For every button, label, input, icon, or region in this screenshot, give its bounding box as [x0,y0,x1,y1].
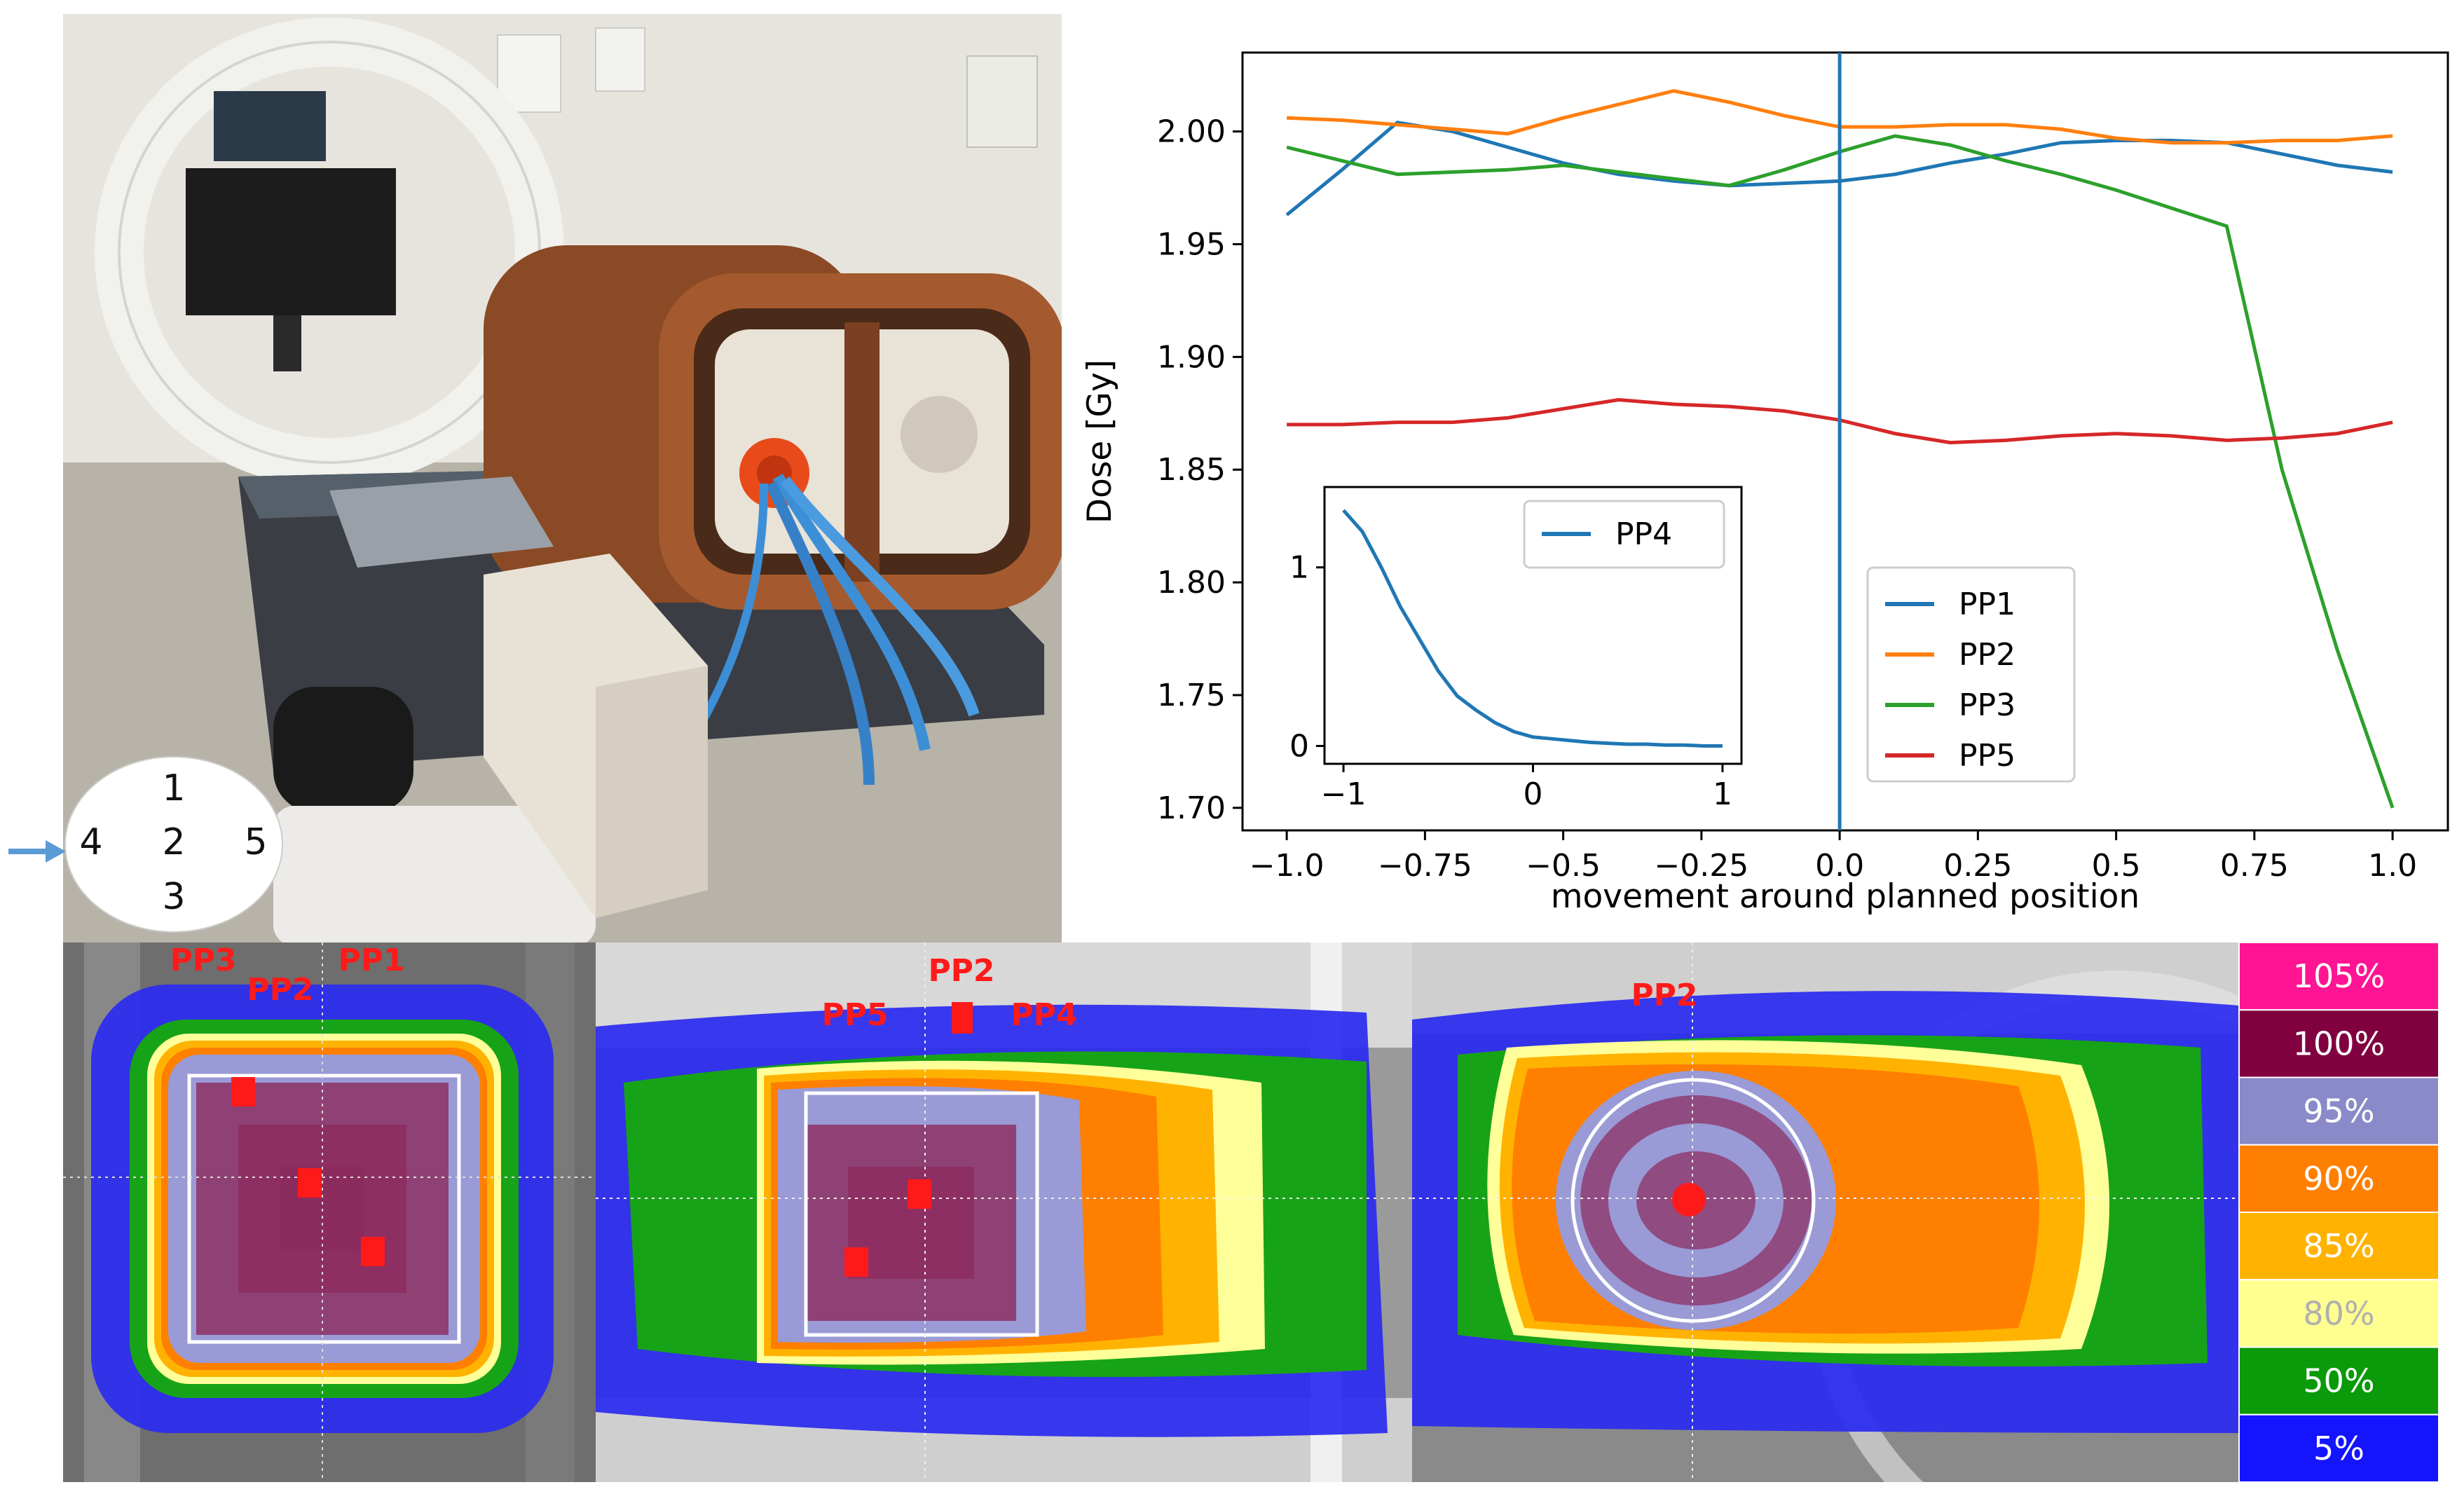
inset-x-tick-label: 1 [1713,776,1732,812]
pp3-marker [231,1077,255,1106]
inset-y-tick-label: 1 [1289,550,1309,586]
dose-line-chart: −1.0 −0.75 −0.5 −0.25 0.0 0.25 0.5 0.75 1.0 1.70 1… [1062,0,2464,946]
x-axis-label: movement around planned position [1551,877,2140,916]
position-diagram: 1 4 2 5 3 [63,739,291,935]
legend-label-pp2: PP2 [1959,637,2015,673]
x-tick-label: −1.0 [1250,848,1325,884]
colorbar-swatch [2238,942,2439,1011]
y-tick-label: 2.00 [1157,114,1226,150]
colorbar-label: 90% [2303,1160,2374,1198]
legend-label-pp5: PP5 [1959,738,2015,774]
colorbar-label: 50% [2303,1362,2374,1400]
pp2-marker-panel3 [1672,1183,1706,1216]
pp5-marker [844,1247,868,1277]
y-tick-label: 1.70 [1157,790,1226,826]
dose-map-panel-3: PP2 [1412,943,2425,1501]
dose-colorbar: 105% 100% 95% 90% 85% 80% 50% 5% [2238,942,2439,1483]
inset-legend: PP4 [1523,500,1725,569]
panel1-label-pp2: PP2 [247,972,313,1008]
colorbar-label: 105% [2293,957,2386,995]
colorbar-swatch [2238,1076,2439,1146]
x-tick-label: −0.5 [1526,848,1601,884]
inset-series-line-pp4 [1342,509,1723,748]
pp1-marker [361,1237,385,1266]
position-label-2: 2 [162,821,186,863]
inset-x-tick-label: −1 [1321,776,1367,812]
dose-distribution-maps: PP3 PP2 PP1 PP2 PP5 PP4 [63,942,2464,1501]
colorbar-label: 100% [2293,1024,2386,1062]
colorbar-label: 95% [2303,1092,2374,1130]
y-axis-label: Dose [Gy] [1081,359,1119,523]
x-tick-label: 0.75 [2220,848,2289,884]
dose-maps-svg: PP3 PP2 PP1 PP2 PP5 PP4 [63,942,2439,1501]
panel1-label-pp1: PP1 [338,943,404,978]
colorbar-swatch [2238,1346,2439,1416]
colorbar-swatch [2238,1279,2439,1348]
inset-y-tick-label: 0 [1289,729,1309,765]
x-tick-label: −0.25 [1654,848,1748,884]
y-tick-label: 1.95 [1157,226,1226,262]
legend-label-pp3: PP3 [1959,687,2015,723]
colorbar-swatch [2238,1144,2439,1213]
x-tick-label: 1.0 [2368,848,2417,884]
x-tick-label: 0.25 [1943,848,2012,884]
panel1-label-pp3: PP3 [170,943,236,978]
legend-label-pp1: PP1 [1959,587,2015,622]
panel2-label-pp5: PP5 [821,997,888,1033]
position-label-1: 1 [162,767,186,809]
dose-map-panel-2: PP2 PP5 PP4 [596,943,1412,1482]
position-label-5: 5 [244,821,268,863]
phantom-setup-illustration [63,14,1065,946]
arrow-right-icon [8,840,66,863]
phantom-setup-photo [63,14,1065,946]
x-tick-label: −0.75 [1378,848,1472,884]
y-tick-label: 1.85 [1157,452,1226,488]
x-tick-label: 0.0 [1815,848,1864,884]
main-legend: PP1 PP2 PP3 PP5 [1866,566,2076,783]
panel2-label-pp2: PP2 [928,953,994,989]
colorbar-label: 85% [2303,1227,2374,1265]
panel2-label-pp4: PP4 [1011,997,1077,1033]
position-label-3: 3 [162,876,186,918]
x-tick-label: 0.5 [2092,848,2141,884]
pp2-marker-panel2 [908,1179,931,1209]
y-tick-label: 1.80 [1157,565,1226,601]
pp4-marker [952,1002,973,1034]
colorbar-label: 80% [2303,1294,2374,1332]
dose-map-panel-1: PP3 PP2 PP1 [63,943,596,1482]
colorbar-label: 5% [2313,1430,2364,1467]
dose-chart-svg: −1.0 −0.75 −0.5 −0.25 0.0 0.25 0.5 0.75 1.0 1.70 1… [1081,51,2449,916]
y-tick-label: 1.90 [1157,339,1226,375]
inset-x-tick-label: 0 [1524,776,1543,812]
y-tick-label: 1.75 [1157,678,1226,713]
panel3-label-pp2: PP2 [1631,978,1697,1013]
position-label-4: 4 [79,821,103,863]
inset-legend-label-pp4: PP4 [1615,516,1672,552]
pp2-marker [298,1168,322,1198]
